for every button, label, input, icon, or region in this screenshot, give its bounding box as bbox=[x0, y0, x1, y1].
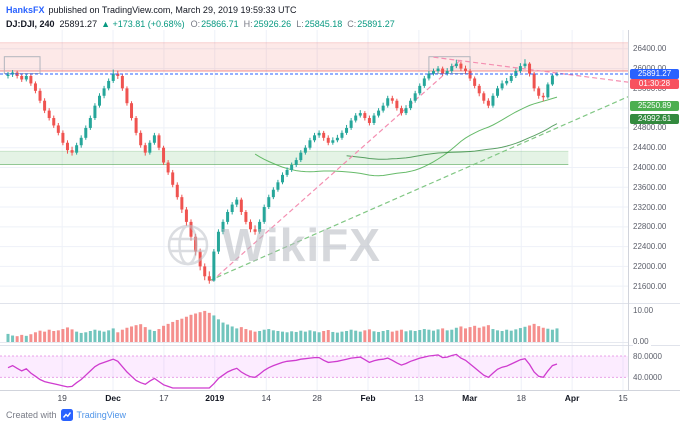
publish-info: published on TradingView.com, March 29, … bbox=[48, 5, 297, 15]
price-axis-label: 23200.00 bbox=[633, 202, 669, 212]
chart-svg[interactable] bbox=[0, 30, 628, 390]
author-link[interactable]: HanksFX bbox=[6, 5, 45, 15]
close-value: 25891.27 bbox=[357, 18, 395, 29]
chart-canvas[interactable]: WikiFX bbox=[0, 30, 628, 390]
tradingview-link[interactable]: TradingView bbox=[76, 409, 127, 420]
oscillator-axis-label: 40.0000 bbox=[633, 372, 664, 382]
high-label: H: bbox=[243, 18, 253, 29]
time-axis-label: 17 bbox=[159, 393, 169, 403]
volume-layer bbox=[0, 310, 628, 343]
pane-separators bbox=[0, 303, 628, 346]
price-axis[interactable]: 40.0000 80.0000 0.00 10.00 21600.00 22000.00 2… bbox=[628, 30, 680, 390]
chart-region: WikiFX 40.0000 80.0000 0.00 10.00 21600.00 22… bbox=[0, 30, 680, 390]
low-value: 25845.18 bbox=[304, 18, 343, 29]
oscillator-layer bbox=[7, 353, 558, 389]
ma1-price-tag: 25250.89 bbox=[630, 101, 679, 111]
time-axis-label: 19 bbox=[57, 393, 67, 403]
price-axis-label: 22000.00 bbox=[633, 261, 669, 271]
time-axis-label: 28 bbox=[312, 393, 322, 403]
ma2-price-tag: 24992.61 bbox=[630, 114, 679, 124]
close-label: C: bbox=[347, 18, 357, 29]
price-axis-label: 26400.00 bbox=[633, 44, 669, 54]
price-axis-label: 22800.00 bbox=[633, 222, 669, 232]
tradingview-logo-icon bbox=[60, 408, 73, 421]
zones-layer bbox=[0, 42, 628, 166]
volume-axis-label: 10.00 bbox=[633, 305, 656, 315]
up-arrow-icon: ▲ bbox=[101, 18, 110, 29]
time-axis-label: 13 bbox=[414, 393, 424, 403]
price-axis-label: 26000.00 bbox=[633, 64, 669, 74]
low-label: L: bbox=[296, 18, 304, 29]
legend-last-price: 25891.27 bbox=[59, 18, 98, 29]
chart-legend: DJ:DJI, 240 25891.27 ▲ +173.81 (+0.68%) … bbox=[0, 17, 680, 30]
price-axis-label: 23600.00 bbox=[633, 182, 669, 192]
price-axis-label: 24000.00 bbox=[633, 162, 669, 172]
last-price-tag: 25891.27 bbox=[630, 69, 679, 79]
price-axis-label: 24800.00 bbox=[633, 123, 669, 133]
time-axis-label: 18 bbox=[516, 393, 526, 403]
price-axis-label: 24400.00 bbox=[633, 143, 669, 153]
symbol-interval: DJ:DJI, 240 bbox=[6, 18, 55, 29]
time-axis-label: Apr bbox=[564, 393, 580, 403]
open-value: 25866.71 bbox=[201, 18, 239, 29]
publish-header: HanksFX published on TradingView.com, Ma… bbox=[0, 0, 680, 17]
created-with-text: Created with bbox=[6, 409, 57, 420]
ma-lines-layer bbox=[254, 96, 558, 177]
time-axis-label: Dec bbox=[105, 393, 121, 403]
price-axis-label: 22400.00 bbox=[633, 242, 669, 252]
bar-countdown-tag: 01:30:28 bbox=[630, 79, 679, 89]
open-label: O: bbox=[190, 18, 201, 29]
footer: Created with TradingView bbox=[0, 405, 680, 421]
candles-layer bbox=[6, 59, 559, 284]
legend-change: ▲ +173.81 (+0.68%) bbox=[101, 19, 185, 29]
volume-axis-label: 0.00 bbox=[633, 337, 651, 346]
time-axis-label: 2019 bbox=[205, 393, 225, 403]
time-axis-label: Mar bbox=[462, 393, 478, 403]
time-axis-label: 15 bbox=[618, 393, 628, 403]
trendlines-layer[interactable] bbox=[209, 56, 628, 282]
time-axis-label: Feb bbox=[360, 393, 376, 403]
time-axis-label: 14 bbox=[261, 393, 271, 403]
price-axis-label: 21600.00 bbox=[633, 281, 669, 291]
pane-separator bbox=[629, 303, 680, 304]
time-axis[interactable]: 19 Dec 17 2019 14 28 Feb 13 Mar 18 Apr 15 bbox=[0, 390, 680, 405]
oscillator-axis-label: 80.0000 bbox=[633, 351, 664, 361]
oscillator-band bbox=[0, 355, 628, 378]
legend-change-text: +173.81 (+0.68%) bbox=[112, 18, 185, 29]
high-value: 25926.26 bbox=[253, 18, 292, 29]
pane-separator bbox=[629, 345, 680, 346]
